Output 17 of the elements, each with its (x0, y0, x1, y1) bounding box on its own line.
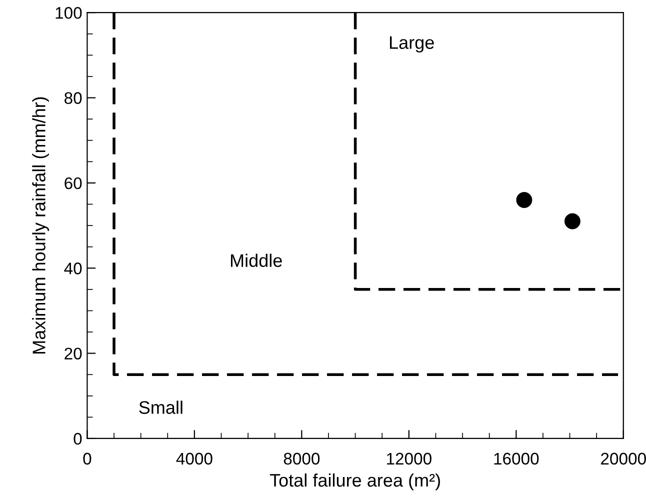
annotation: Small (139, 400, 182, 414)
annotation: Large (390, 36, 434, 53)
y-tick-label: 60 (64, 177, 82, 190)
x-tick-label: 4000 (176, 452, 212, 465)
y-tick-label: 80 (64, 92, 82, 104)
x-tick-label: 8000 (284, 452, 320, 465)
x-tick-label: 12000 (387, 452, 432, 465)
y-tick-label: 100 (56, 7, 82, 19)
y-tick-label: 20 (64, 348, 82, 360)
annotation: Middle (230, 254, 282, 268)
x-tick-label: 20000 (601, 452, 646, 465)
x-tick-label: 16000 (494, 452, 539, 465)
x-axis-title: Total failure area (m²) (270, 473, 440, 490)
y-axis-title: Maximum hourly rainfall (mm/hr) (32, 97, 49, 354)
y-tick-label: 40 (64, 262, 82, 274)
x-tick-label: 0 (83, 452, 92, 465)
y-tick-label: 0 (74, 432, 82, 445)
